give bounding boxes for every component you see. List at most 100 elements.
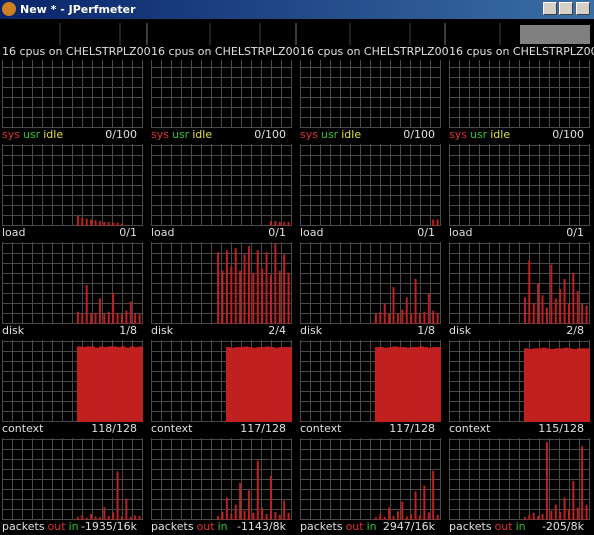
bar — [572, 481, 575, 520]
bar — [269, 274, 272, 324]
bar — [81, 313, 84, 324]
bar — [90, 313, 93, 324]
graph — [300, 242, 441, 324]
label-part: usr — [22, 128, 41, 141]
graph — [449, 242, 590, 324]
bar — [94, 220, 97, 226]
bar — [410, 514, 413, 520]
bar — [410, 347, 415, 422]
maximize-button[interactable] — [559, 2, 573, 15]
bar — [545, 442, 548, 520]
graph — [2, 438, 143, 520]
bar — [401, 347, 407, 422]
label-part: context — [300, 422, 342, 435]
bar — [287, 272, 290, 324]
bar — [252, 347, 258, 422]
bar — [396, 313, 399, 324]
bar — [410, 313, 413, 324]
bar — [129, 516, 132, 520]
bar — [396, 511, 399, 520]
bar — [436, 219, 439, 226]
bar — [383, 347, 389, 422]
bar — [541, 347, 547, 422]
value-label: 2947/16k — [382, 520, 435, 533]
bar — [103, 221, 106, 226]
bar — [550, 348, 556, 422]
graph-label: packets out in — [300, 521, 380, 533]
bar — [572, 272, 575, 324]
bar — [554, 348, 560, 422]
graph — [300, 144, 441, 226]
graph-label: load — [300, 227, 327, 239]
label-part: idle — [341, 128, 362, 141]
minimize-button[interactable] — [543, 2, 557, 15]
bar — [239, 270, 242, 324]
graph — [151, 144, 292, 226]
graph-label: disk — [449, 325, 474, 337]
bar — [274, 244, 277, 324]
bar — [269, 347, 275, 422]
bar — [576, 507, 579, 520]
label-part: load — [449, 226, 473, 239]
bar — [239, 483, 242, 520]
graph-label: sys usr idle — [151, 129, 215, 141]
bar — [423, 311, 426, 324]
bar — [572, 348, 578, 422]
bar — [247, 490, 250, 520]
label-part: packets — [449, 520, 492, 533]
bar — [388, 507, 391, 520]
label-part: disk — [449, 324, 472, 337]
graph-label: packets out in — [2, 521, 82, 533]
bar — [374, 313, 377, 324]
bar — [103, 313, 106, 324]
bar — [116, 313, 119, 324]
bar — [423, 485, 426, 520]
label-part: usr — [171, 128, 190, 141]
label-part: load — [300, 226, 324, 239]
graph — [449, 60, 590, 128]
bar — [94, 347, 100, 422]
value-label: 115/128 — [538, 422, 584, 435]
bar — [537, 515, 540, 520]
graph-label: context — [2, 423, 46, 435]
host-label: 16 cpus on CHELSTRPLZ00 — [300, 45, 449, 58]
bar — [230, 266, 233, 324]
bar — [247, 347, 253, 422]
bar — [383, 516, 386, 520]
bar — [234, 504, 237, 520]
bar — [563, 278, 566, 324]
bar — [405, 347, 411, 422]
label-part: idle — [192, 128, 213, 141]
bar — [427, 512, 430, 520]
graph — [2, 60, 143, 128]
label-part: in — [217, 520, 228, 533]
value-label: -1935/16k — [80, 520, 137, 533]
title-bar: New * - JPerfmeter — [0, 0, 594, 19]
bar — [418, 346, 424, 422]
bar — [103, 507, 106, 520]
bar — [523, 516, 526, 520]
label-part: out — [345, 520, 364, 533]
bar — [103, 347, 109, 422]
close-button[interactable] — [576, 2, 590, 15]
graph-label: context — [151, 423, 195, 435]
bar — [423, 347, 429, 422]
graph-label: sys usr idle — [300, 129, 364, 141]
bar — [256, 460, 259, 520]
value-label: 0/1 — [417, 226, 435, 239]
label-part: packets — [2, 520, 45, 533]
bar — [278, 221, 281, 226]
graph — [151, 438, 292, 520]
label-part: idle — [490, 128, 511, 141]
bar — [269, 221, 272, 226]
label-part: sys — [300, 128, 318, 141]
bar — [532, 303, 535, 324]
bar — [405, 516, 408, 520]
value-label: 0/100 — [403, 128, 435, 141]
bar — [528, 348, 534, 422]
bar — [427, 347, 433, 422]
label-part: idle — [43, 128, 64, 141]
bar — [576, 291, 579, 324]
value-label: 117/128 — [389, 422, 435, 435]
